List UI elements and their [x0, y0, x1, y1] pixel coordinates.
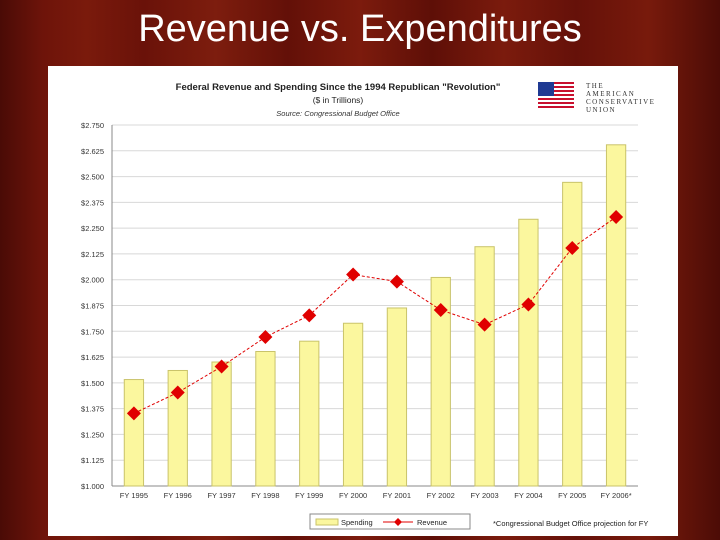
- spending-bar: [342, 322, 364, 487]
- logo-line-1: THE: [586, 82, 605, 90]
- spending-bar: [167, 369, 188, 487]
- legend-spending-label: Spending: [341, 518, 373, 527]
- spending-bar: [518, 218, 539, 487]
- spending-bar: [211, 361, 232, 487]
- x-tick-label: FY 2004: [514, 491, 542, 500]
- spending-bar: [299, 340, 320, 487]
- x-tick-label: FY 2006*: [601, 491, 632, 500]
- spending-bar: [605, 144, 627, 487]
- revenue-point: [389, 274, 404, 289]
- slide-title: Revenue vs. Expenditures: [138, 8, 582, 50]
- x-tick-label: FY 2001: [383, 491, 411, 500]
- acu-logo: THE AMERICAN CONSERVATIVE UNION: [538, 82, 658, 122]
- revenue-line: [133, 216, 617, 414]
- x-tick-label: FY 1996: [164, 491, 192, 500]
- spending-bar: [562, 181, 583, 487]
- y-tick-label: $2.000: [81, 276, 104, 285]
- revenue-point: [170, 385, 185, 400]
- legend-spending-swatch: [315, 518, 339, 526]
- x-tick-label: FY 2000: [339, 491, 367, 500]
- legend-revenue-marker: [394, 518, 402, 526]
- x-tick-label: FY 1999: [295, 491, 323, 500]
- y-tick-label: $1.750: [81, 327, 104, 336]
- y-tick-label: $2.125: [81, 250, 104, 259]
- logo-line-3: CONSERVATIVE: [586, 98, 656, 106]
- x-tick-label: FY 1998: [251, 491, 279, 500]
- revenue-point: [565, 240, 580, 255]
- spending-bar: [474, 246, 495, 487]
- revenue-point: [258, 330, 273, 345]
- y-tick-label: $1.375: [81, 405, 104, 414]
- revenue-point: [346, 267, 361, 282]
- y-tick-label: $1.625: [81, 353, 104, 362]
- x-tick-label: FY 1997: [207, 491, 235, 500]
- us-flag-icon: [538, 82, 574, 108]
- y-tick-label: $1.250: [81, 430, 104, 439]
- y-tick-label: $2.750: [81, 121, 104, 130]
- x-tick-label: FY 2003: [470, 491, 498, 500]
- revenue-point: [302, 308, 317, 323]
- revenue-point: [214, 359, 229, 374]
- spending-bar: [386, 307, 408, 487]
- revenue-point: [433, 303, 448, 318]
- logo-line-4: UNION: [586, 106, 617, 114]
- revenue-point: [477, 317, 492, 332]
- x-tick-label: FY 1995: [120, 491, 148, 500]
- y-tick-label: $2.625: [81, 147, 104, 156]
- chart-title: Federal Revenue and Spending Since the 1…: [176, 82, 501, 93]
- y-tick-label: $1.000: [81, 482, 104, 491]
- chart-subtitle: ($ in Trillions): [313, 95, 364, 105]
- spending-bar: [255, 351, 276, 487]
- x-tick-label: FY 2005: [558, 491, 586, 500]
- chart-footnote: *Congressional Budget Office projection …: [493, 519, 648, 528]
- y-tick-label: $2.375: [81, 198, 104, 207]
- chart-source: Source: Congressional Budget Office: [276, 109, 399, 118]
- logo-line-2: AMERICAN: [586, 90, 636, 98]
- y-tick-label: $1.500: [81, 379, 104, 388]
- chart-panel: Federal Revenue and Spending Since the 1…: [48, 66, 678, 536]
- y-tick-label: $2.250: [81, 224, 104, 233]
- chart-svg: Federal Revenue and Spending Since the 1…: [81, 82, 648, 530]
- x-tick-label: FY 2002: [427, 491, 455, 500]
- legend-revenue-label: Revenue: [417, 518, 447, 527]
- revenue-point: [521, 297, 536, 312]
- y-tick-label: $1.125: [81, 456, 104, 465]
- y-tick-label: $2.500: [81, 173, 104, 182]
- spending-bar: [430, 276, 451, 487]
- spending-bar: [123, 379, 145, 487]
- revenue-point: [609, 210, 624, 225]
- y-tick-label: $1.875: [81, 302, 104, 311]
